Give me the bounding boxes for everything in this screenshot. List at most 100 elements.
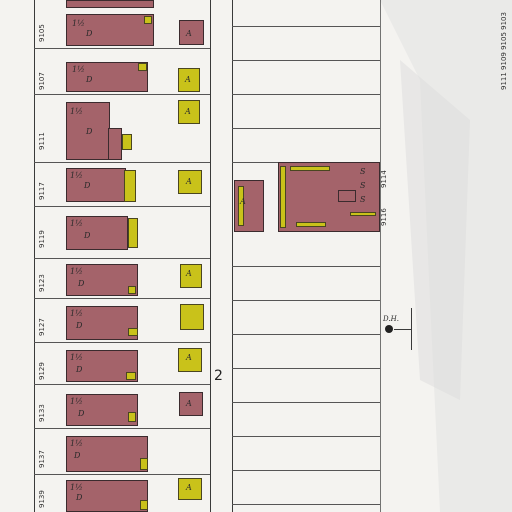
- lot-line: [232, 60, 380, 61]
- garage-label: A: [186, 399, 192, 408]
- lot-line: [232, 94, 380, 95]
- lot-line: [34, 384, 210, 385]
- lot-line: [232, 300, 380, 301]
- dwelling-rear-wing: [108, 128, 122, 160]
- dwelling-building: [66, 0, 154, 8]
- lot-address: 9123: [38, 274, 46, 292]
- garage-label: A: [185, 107, 191, 116]
- water-main-tick: [411, 308, 412, 350]
- dwelling-building: [66, 306, 138, 340]
- use-label: D: [86, 29, 93, 38]
- street-line-left: [34, 0, 35, 512]
- store-yellow-bottom: [296, 222, 326, 227]
- use-label: D: [84, 231, 91, 240]
- lot-line: [232, 334, 380, 335]
- garage-label: A: [186, 177, 192, 186]
- lot-address: 9107: [38, 72, 46, 90]
- lot-address: 9139: [38, 490, 46, 508]
- lot-line: [232, 368, 380, 369]
- use-label: D: [78, 409, 85, 418]
- lot-line: [232, 128, 380, 129]
- lot-line: [232, 436, 380, 437]
- lot-line: [232, 402, 380, 403]
- store-label: S: [360, 181, 366, 190]
- lot-address: 9117: [38, 182, 46, 200]
- lot-address: 9133: [38, 404, 46, 422]
- lot-line: [34, 298, 210, 299]
- hydrant-label: D.H.: [383, 315, 399, 323]
- store-address: 9116: [380, 208, 388, 226]
- auto-garage-label: A: [240, 197, 246, 206]
- store-label: S: [360, 195, 366, 204]
- store-building: [278, 162, 380, 232]
- garage-label: A: [186, 353, 192, 362]
- lot-line: [34, 48, 210, 49]
- edge-addresses: 9111 9109 9105 9103: [500, 12, 508, 90]
- lot-line: [34, 162, 210, 163]
- store-yellow-right: [350, 212, 376, 216]
- lot-line: [34, 258, 210, 259]
- lot-line: [232, 266, 380, 267]
- porch: [124, 170, 136, 202]
- lot-line: [34, 94, 210, 95]
- dwelling-building: [66, 168, 126, 202]
- store-front-strip: [280, 166, 286, 228]
- porch: [128, 328, 138, 336]
- use-label: D: [74, 451, 81, 460]
- lot-address: 9137: [38, 450, 46, 468]
- porch: [128, 286, 136, 294]
- use-label: D: [86, 75, 93, 84]
- lot-address: 9129: [38, 362, 46, 380]
- porch: [128, 218, 138, 248]
- auto-shed: [180, 264, 202, 288]
- dwelling-building: [66, 264, 138, 296]
- stories-label: 1½: [70, 267, 83, 276]
- dwelling-building: [66, 480, 148, 512]
- dwelling-building: [66, 216, 128, 250]
- auto-shed: [178, 170, 202, 194]
- dwelling-building: [66, 102, 110, 160]
- store-yellow-top: [290, 166, 330, 171]
- porch: [122, 134, 132, 150]
- porch: [128, 412, 136, 422]
- stories-label: 1½: [72, 65, 85, 74]
- stories-label: 1½: [72, 19, 85, 28]
- store-vault: [338, 190, 356, 202]
- alley-line: [380, 0, 381, 512]
- stories-label: 1½: [70, 397, 83, 406]
- use-label: D: [76, 321, 83, 330]
- dwelling-building: [66, 14, 154, 46]
- use-label: D: [86, 127, 93, 136]
- stories-label: 1½: [70, 309, 83, 318]
- lot-address: 9127: [38, 318, 46, 336]
- lot-line: [34, 206, 210, 207]
- hydrant-icon: [385, 325, 393, 333]
- garage-label: A: [185, 75, 191, 84]
- use-label: D: [76, 493, 83, 502]
- lot-line: [232, 504, 380, 505]
- store-label: S: [360, 167, 366, 176]
- auto-garage-yellow-strip: [238, 186, 244, 226]
- use-label: D: [76, 365, 83, 374]
- dwelling-building: [66, 394, 138, 426]
- lot-line: [232, 26, 380, 27]
- store-address: 9114: [380, 170, 388, 188]
- water-main-line: [394, 329, 412, 330]
- lot-address: 9105: [38, 24, 46, 42]
- stories-label: 1½: [70, 483, 83, 492]
- lot-address: 9111: [38, 132, 46, 150]
- lot-address: 9119: [38, 230, 46, 248]
- garage-label: A: [186, 29, 192, 38]
- lot-line: [34, 342, 210, 343]
- garage-building: [179, 392, 203, 416]
- use-label: D: [78, 279, 85, 288]
- auto-shed: [178, 478, 202, 500]
- use-label: D: [84, 181, 91, 190]
- lot-line: [34, 474, 210, 475]
- auto-shed: [178, 68, 200, 92]
- stories-label: 1½: [70, 171, 83, 180]
- block-right-edge: [210, 0, 211, 512]
- block2-left-edge: [232, 0, 233, 512]
- auto-shed: [178, 100, 200, 124]
